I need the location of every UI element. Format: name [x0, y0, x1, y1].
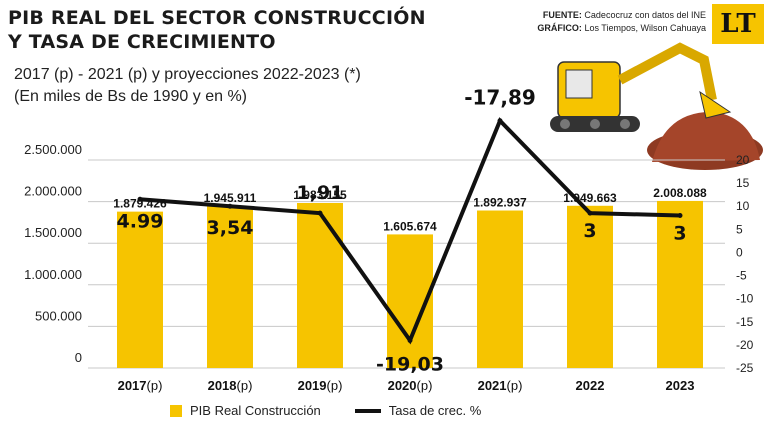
- title-line-1: PIB REAL DEL SECTOR CONSTRUCCIÓN: [8, 7, 426, 29]
- growth-point: [227, 203, 233, 209]
- y-right-tick-label: -15: [736, 315, 754, 329]
- bar: [117, 211, 163, 368]
- bar-value-label: 1.879.426: [113, 197, 167, 211]
- subtitle-line-2: (En miles de Bs de 1990 y en %): [14, 88, 248, 105]
- bar-value-label: 1.983.155: [293, 188, 347, 202]
- title-line-2: Y TASA DE CRECIMIENTO: [8, 31, 276, 53]
- graphic-label: GRÁFICO:: [537, 23, 582, 33]
- bar: [567, 205, 613, 368]
- y-right-tick-label: 0: [736, 245, 743, 259]
- bar: [297, 203, 343, 368]
- legend-bar-label: PIB Real Construcción: [190, 403, 321, 418]
- bar: [477, 210, 523, 368]
- growth-value-label: 3: [673, 222, 686, 244]
- chart-subtitle: 2017 (p) - 2021 (p) y proyecciones 2022-…: [14, 64, 361, 108]
- growth-point: [407, 337, 413, 343]
- growth-value-label: 1,91: [297, 182, 344, 204]
- growth-point: [677, 212, 683, 218]
- x-tick-label: 2019(p): [298, 378, 343, 393]
- y-right-tick-label: 15: [736, 176, 750, 190]
- bar-value-label: 1.949.663: [563, 191, 617, 205]
- y-right-tick-label: -10: [736, 292, 754, 306]
- y-right-tick-label: -25: [736, 361, 754, 375]
- x-tick-label: 2022: [576, 378, 605, 393]
- bar: [207, 206, 253, 368]
- y-right-tick-label: 5: [736, 222, 743, 236]
- y-left-tick-label: 0: [75, 350, 82, 365]
- bar: [657, 200, 703, 368]
- growth-point: [497, 118, 503, 124]
- growth-point: [137, 196, 143, 202]
- publisher-logo: LT: [712, 4, 764, 44]
- excavator-illustration: [550, 42, 763, 170]
- y-right-tick-label: 20: [736, 153, 750, 167]
- chart-title: PIB REAL DEL SECTOR CONSTRUCCIÓN Y TASA …: [8, 6, 478, 54]
- growth-value-label: -17,89: [464, 86, 536, 110]
- growth-value-label: 4.99: [117, 210, 164, 232]
- growth-value-label: -19,03: [376, 353, 444, 375]
- x-tick-label: 2020(p): [388, 378, 433, 393]
- bar-value-label: 2.008.088: [653, 186, 707, 200]
- legend-line-swatch: [354, 408, 381, 413]
- growth-value-label: 3,54: [207, 217, 254, 239]
- y-right-tick-label: -5: [736, 269, 747, 283]
- source-label: FUENTE:: [542, 10, 582, 20]
- x-tick-label: 2023: [666, 378, 695, 393]
- graphic-text: Los Tiempos, Wilson Cahuaya: [584, 23, 706, 33]
- y-left-tick-label: 1.500.000: [24, 225, 82, 240]
- growth-point: [587, 210, 593, 216]
- source-text: Cadecocruz con datos del INE: [584, 10, 706, 20]
- y-left-tick-label: 2.000.000: [24, 184, 82, 199]
- legend-bar-swatch: [170, 404, 182, 417]
- y-left-tick-label: 2.500.000: [24, 142, 82, 157]
- x-tick-label: 2018(p): [208, 378, 253, 393]
- y-right-tick-label: -20: [736, 338, 754, 352]
- growth-value-label: 3: [583, 220, 596, 242]
- bar-value-label: 1.892.937: [473, 196, 527, 210]
- y-right-tick-label: 10: [736, 199, 750, 213]
- x-tick-label: 2017(p): [118, 378, 163, 393]
- source-credits: FUENTE: Cadecocruz con datos del INE GRÁ…: [537, 9, 706, 35]
- subtitle-line-1: 2017 (p) - 2021 (p) y proyecciones 2022-…: [14, 66, 361, 83]
- bar-value-label: 1.945.911: [204, 191, 257, 205]
- legend: PIB Real Construcción Tasa de crec. %: [170, 403, 481, 418]
- y-left-tick-label: 500.000: [35, 308, 82, 323]
- legend-line-label: Tasa de crec. %: [388, 403, 482, 418]
- growth-point: [317, 210, 323, 216]
- logo-text: LT: [720, 9, 756, 39]
- y-left-tick-label: 1.000.000: [24, 267, 82, 282]
- bar-value-label: 1.605.674: [383, 219, 437, 233]
- x-tick-label: 2021(p): [478, 378, 523, 393]
